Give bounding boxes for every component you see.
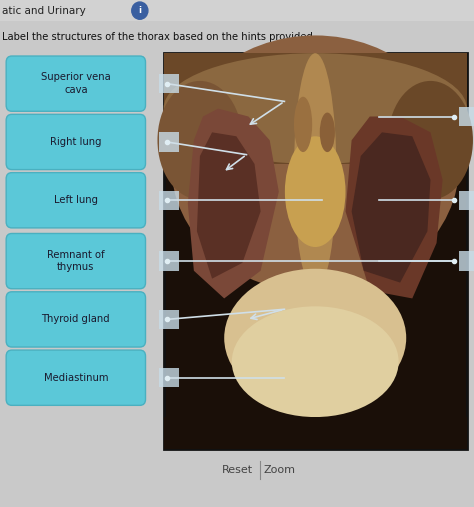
Ellipse shape <box>224 269 406 407</box>
Ellipse shape <box>164 53 467 164</box>
Bar <box>0 0 474 21</box>
Text: Remnant of
thymus: Remnant of thymus <box>47 250 105 272</box>
Ellipse shape <box>171 35 459 293</box>
Bar <box>164 53 467 164</box>
Ellipse shape <box>157 81 242 200</box>
FancyBboxPatch shape <box>6 56 146 112</box>
Text: i: i <box>138 6 141 15</box>
Bar <box>159 132 179 152</box>
Polygon shape <box>197 132 261 279</box>
Ellipse shape <box>294 53 337 291</box>
Text: Reset: Reset <box>221 465 253 476</box>
Bar <box>459 251 474 271</box>
Polygon shape <box>352 132 430 282</box>
Ellipse shape <box>320 113 335 152</box>
FancyBboxPatch shape <box>6 292 146 347</box>
Text: Zoom: Zoom <box>264 465 296 476</box>
Text: atic and Urinary: atic and Urinary <box>2 6 86 16</box>
Bar <box>459 191 474 210</box>
Bar <box>459 107 474 126</box>
Bar <box>164 53 467 449</box>
Text: Thyroid gland: Thyroid gland <box>42 314 110 324</box>
Bar <box>159 74 179 93</box>
Text: Label the structures of the thorax based on the hints provided.: Label the structures of the thorax based… <box>2 31 317 42</box>
Ellipse shape <box>285 136 346 247</box>
Bar <box>159 368 179 387</box>
Bar <box>159 251 179 271</box>
Bar <box>164 417 467 449</box>
Text: Right lung: Right lung <box>50 137 101 147</box>
FancyBboxPatch shape <box>6 234 146 289</box>
Text: Superior vena
cava: Superior vena cava <box>41 73 111 95</box>
Text: Mediastinum: Mediastinum <box>44 373 108 383</box>
Bar <box>159 310 179 329</box>
Ellipse shape <box>294 97 312 152</box>
Circle shape <box>132 2 148 19</box>
FancyBboxPatch shape <box>6 115 146 169</box>
Bar <box>159 191 179 210</box>
Polygon shape <box>188 108 279 299</box>
FancyBboxPatch shape <box>6 350 146 406</box>
Text: Left lung: Left lung <box>54 195 98 205</box>
Ellipse shape <box>388 81 473 200</box>
FancyBboxPatch shape <box>6 172 146 228</box>
Polygon shape <box>346 117 443 299</box>
Ellipse shape <box>232 306 399 417</box>
